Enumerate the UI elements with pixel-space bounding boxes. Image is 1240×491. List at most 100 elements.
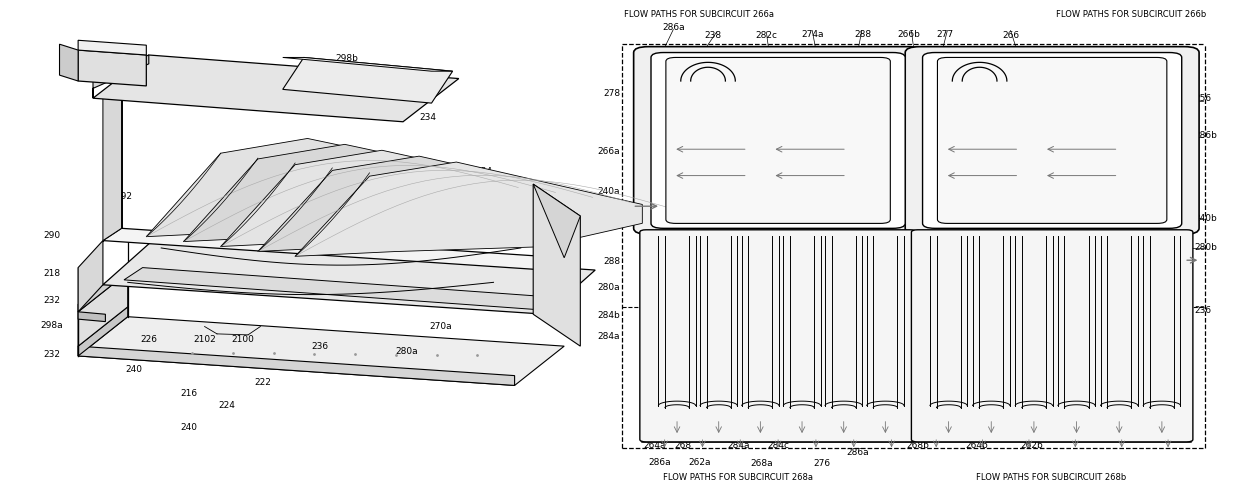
Text: 2102: 2102: [193, 335, 216, 344]
Text: 266b: 266b: [898, 30, 920, 39]
Polygon shape: [295, 162, 642, 256]
FancyBboxPatch shape: [651, 53, 905, 228]
Polygon shape: [78, 40, 146, 55]
Text: 286b: 286b: [1194, 131, 1216, 139]
FancyBboxPatch shape: [666, 57, 890, 223]
Polygon shape: [78, 241, 103, 312]
Polygon shape: [184, 144, 549, 242]
Text: 236: 236: [1194, 306, 1211, 315]
Text: 268b: 268b: [906, 441, 929, 450]
Text: 232: 232: [43, 296, 61, 305]
Polygon shape: [283, 57, 453, 103]
FancyBboxPatch shape: [911, 230, 1193, 442]
Text: FLOW PATHS FOR SUBCIRCUIT 266a: FLOW PATHS FOR SUBCIRCUIT 266a: [624, 10, 774, 19]
Text: 224: 224: [218, 401, 236, 409]
Polygon shape: [124, 268, 552, 309]
Polygon shape: [78, 265, 128, 312]
Text: 240: 240: [125, 365, 143, 374]
Text: 276: 276: [813, 460, 831, 468]
FancyBboxPatch shape: [642, 50, 1190, 441]
Polygon shape: [103, 241, 595, 314]
Text: 280a: 280a: [598, 283, 620, 292]
Text: 286a: 286a: [662, 23, 684, 31]
Polygon shape: [78, 50, 146, 86]
Text: FLOW PATHS FOR SUBCIRCUIT 266b: FLOW PATHS FOR SUBCIRCUIT 266b: [1056, 10, 1207, 19]
Text: 240b: 240b: [1194, 214, 1216, 223]
Text: 274a: 274a: [801, 30, 823, 39]
Text: 262a: 262a: [688, 458, 711, 467]
Text: 288: 288: [854, 30, 872, 39]
FancyBboxPatch shape: [905, 47, 1199, 234]
Polygon shape: [221, 150, 580, 246]
Text: 270a: 270a: [429, 322, 451, 331]
Polygon shape: [93, 55, 459, 122]
Polygon shape: [78, 346, 515, 385]
Text: 286a: 286a: [847, 448, 869, 457]
Text: 260b: 260b: [996, 148, 1018, 157]
FancyBboxPatch shape: [640, 230, 916, 442]
Polygon shape: [258, 156, 611, 251]
Text: 262b: 262b: [1021, 441, 1043, 450]
Text: 256: 256: [1194, 94, 1211, 103]
Text: 282a: 282a: [720, 74, 743, 83]
Text: 290: 290: [43, 231, 61, 240]
Text: 298a: 298a: [41, 321, 63, 329]
Polygon shape: [78, 312, 105, 322]
Text: 2100: 2100: [232, 335, 254, 344]
Text: 284c: 284c: [632, 211, 655, 219]
Polygon shape: [103, 228, 564, 270]
Polygon shape: [533, 184, 580, 346]
Text: 278: 278: [603, 89, 620, 98]
Text: 277: 277: [936, 30, 954, 39]
Text: 284a: 284a: [598, 332, 620, 341]
Text: 264a: 264a: [644, 441, 666, 450]
Text: 240a: 240a: [598, 187, 620, 196]
Text: 240: 240: [180, 423, 197, 432]
Text: 266: 266: [1002, 31, 1019, 40]
Text: 286a: 286a: [649, 458, 671, 467]
Polygon shape: [103, 93, 122, 241]
Text: 282b: 282b: [780, 154, 802, 163]
Polygon shape: [146, 138, 518, 237]
Text: 292b: 292b: [231, 82, 253, 90]
Text: FLOW PATHS FOR SUBCIRCUIT 268b: FLOW PATHS FOR SUBCIRCUIT 268b: [976, 473, 1127, 482]
Text: 284a: 284a: [728, 441, 750, 450]
Text: 268: 268: [675, 441, 692, 450]
Text: 288: 288: [603, 257, 620, 266]
Text: 272a: 272a: [476, 273, 498, 282]
Text: 254: 254: [475, 167, 492, 176]
Text: 270b: 270b: [495, 209, 517, 218]
Text: 298b: 298b: [336, 55, 358, 63]
Polygon shape: [533, 184, 580, 258]
Polygon shape: [283, 57, 453, 71]
Text: 292: 292: [115, 192, 133, 201]
Text: 284c: 284c: [934, 214, 956, 223]
Text: 264b: 264b: [966, 441, 988, 450]
Text: 222: 222: [254, 379, 272, 387]
Text: 284d: 284d: [662, 276, 684, 285]
Text: 226: 226: [140, 335, 157, 344]
Text: 218: 218: [43, 270, 61, 278]
Polygon shape: [78, 317, 564, 385]
Polygon shape: [78, 273, 128, 346]
Polygon shape: [93, 55, 149, 98]
Text: 216: 216: [180, 389, 197, 398]
Text: 260a: 260a: [687, 148, 709, 157]
FancyBboxPatch shape: [923, 53, 1182, 228]
Text: 280a: 280a: [396, 347, 418, 355]
FancyBboxPatch shape: [634, 47, 923, 234]
Polygon shape: [60, 44, 78, 81]
Polygon shape: [78, 307, 128, 356]
Text: 266a: 266a: [598, 147, 620, 156]
Text: 236: 236: [311, 342, 329, 351]
Text: 232: 232: [43, 350, 61, 359]
Text: 238: 238: [704, 31, 722, 40]
Text: FLOW PATHS FOR SUBCIRCUIT 268a: FLOW PATHS FOR SUBCIRCUIT 268a: [663, 473, 812, 482]
Text: 268a: 268a: [750, 460, 773, 468]
Text: 280b: 280b: [1194, 244, 1216, 252]
Text: 284b: 284b: [598, 311, 620, 320]
Text: 284c: 284c: [768, 441, 790, 450]
Text: 234: 234: [419, 113, 436, 122]
Text: FIG. 7: FIG. 7: [992, 92, 1033, 105]
FancyBboxPatch shape: [937, 57, 1167, 223]
